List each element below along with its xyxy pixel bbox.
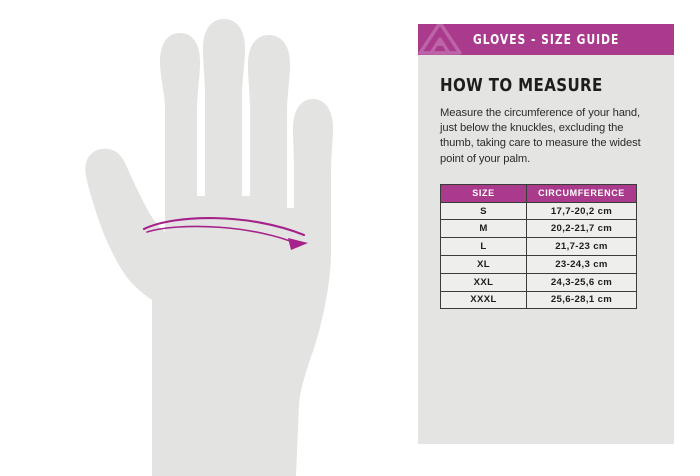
cell-circumference: 20,2-21,7 cm [526,219,637,239]
table-row: M 20,2-21,7 cm [440,219,637,239]
how-to-measure-description: Measure the circumference of your hand, … [440,107,641,165]
table-row: L 21,7-23 cm [440,237,637,256]
cell-size: M [440,219,527,239]
cell-circumference: 21,7-23 cm [526,237,637,256]
table-header-row: SIZE CIRCUMFERENCE [440,183,637,203]
cell-circumference: 25,6-28,1 cm [526,290,637,310]
size-guide-panel: GLOVES - SIZE GUIDE HOW TO MEASURE Measu… [418,24,674,444]
table-row: S 17,7-20,2 cm [440,201,637,221]
hand-silhouette [85,19,333,476]
cell-circumference: 24,3-25,6 cm [526,272,637,292]
table-row: XXL 24,3-25,6 cm [440,272,637,292]
size-chart-table: SIZE CIRCUMFERENCE S 17,7-20,2 cm M 20,2… [440,183,637,310]
cell-circumference: 23-24,3 cm [526,255,637,274]
cell-size: XXXL [440,290,527,310]
table-row: XXXL 25,6-28,1 cm [440,290,637,310]
hand-circumference-arrow [142,217,308,250]
column-header-circumference: CIRCUMFERENCE [526,183,637,203]
hand-illustration [85,19,333,476]
table-row: XL 23-24,3 cm [440,255,637,274]
size-table-body: S 17,7-20,2 cm M 20,2-21,7 cm L 21,7-23 … [440,201,637,310]
cell-size: L [440,237,527,256]
column-header-size: SIZE [440,183,527,203]
size-guide-title: GLOVES - SIZE GUIDE [472,31,620,48]
cell-size: S [440,201,527,221]
cell-size: XL [440,255,527,274]
cell-circumference: 17,7-20,2 cm [526,201,637,221]
size-guide-body: HOW TO MEASURE Measure the circumference… [418,55,674,310]
cell-size: XXL [440,272,527,292]
size-guide-header: GLOVES - SIZE GUIDE [418,24,674,55]
brand-logo-a-mark [418,24,462,55]
how-to-measure-heading: HOW TO MEASURE [440,75,603,96]
